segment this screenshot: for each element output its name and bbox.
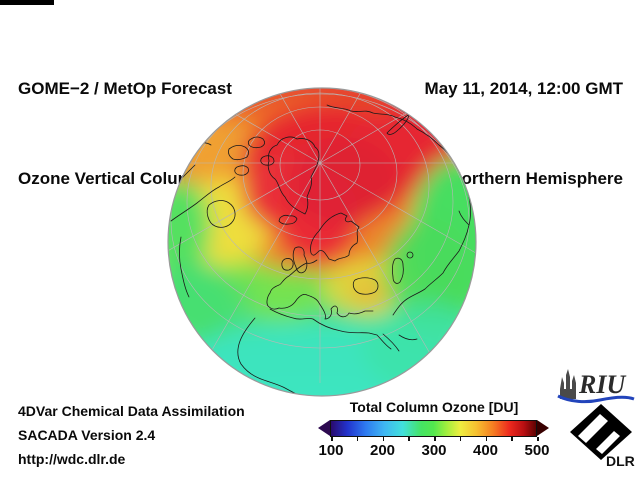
coast-aral xyxy=(406,251,414,259)
riu-logo-svg: RIU xyxy=(557,369,635,404)
header-right: May 11, 2014, 12:00 GMT Northern Hemisph… xyxy=(425,14,623,224)
datetime-label: May 11, 2014, 12:00 GMT xyxy=(424,79,623,98)
coast-novaya-zemlya xyxy=(386,114,409,135)
dlr-emblem-icon xyxy=(570,404,632,460)
colorbar-tick xyxy=(356,437,359,441)
colorbar-label-500: 500 xyxy=(524,442,550,459)
coast-scandinavia xyxy=(310,212,360,262)
top-left-black-mark xyxy=(0,0,54,5)
colorbar-gradient-bar xyxy=(318,420,550,441)
coast-iceland xyxy=(278,214,298,225)
colorbar-label-100: 100 xyxy=(318,442,344,459)
coast-uk xyxy=(292,246,308,274)
coast-africa-north xyxy=(269,308,392,350)
coast-arctic-island-3 xyxy=(260,155,275,166)
product-title-line1: GOME−2 / MetOp Forecast xyxy=(18,79,232,98)
colorbar-tick xyxy=(537,437,539,441)
coast-ireland xyxy=(281,258,294,271)
url-label: http://wdc.dlr.de xyxy=(18,451,126,467)
colorbar-tick xyxy=(511,437,513,441)
colorbar-right-arrow-icon xyxy=(537,420,549,436)
colorbar-left-arrow-icon xyxy=(318,420,330,436)
footer-credits: 4DVar Chemical Data Assimilation SACADA … xyxy=(18,399,245,471)
dlr-logo: DLR xyxy=(566,402,638,474)
colorbar-tick xyxy=(408,437,410,441)
colorbar-label-400: 400 xyxy=(472,442,499,459)
coast-siberia xyxy=(326,104,458,168)
coast-arctic-island-4 xyxy=(234,165,249,176)
assimilation-label: 4DVar Chemical Data Assimilation xyxy=(18,403,245,419)
colorbar-tick xyxy=(331,437,333,441)
colorbar-gradient xyxy=(330,420,537,437)
ozone-globe-map xyxy=(167,87,477,397)
region-label: Northern Hemisphere xyxy=(449,169,623,188)
colorbar-tick xyxy=(485,437,487,441)
dlr-logo-text: DLR xyxy=(606,453,635,469)
coast-canada-mainland xyxy=(170,176,236,222)
colorbar-label-200: 200 xyxy=(369,442,396,459)
coast-caspian xyxy=(392,257,404,284)
graticule xyxy=(168,88,476,383)
riu-logo: RIU xyxy=(556,369,638,404)
riu-logo-text: RIU xyxy=(578,370,626,399)
coast-greenland xyxy=(267,136,320,215)
colorbar: Total Column Ozone [DU] 100 200 300 400 … xyxy=(318,399,550,462)
globe-svg xyxy=(167,87,477,397)
riu-wave-icon xyxy=(557,394,635,404)
coast-africa-atlantic xyxy=(237,317,304,396)
colorbar-tick xyxy=(434,437,436,441)
version-label: SACADA Version 2.4 xyxy=(18,427,156,443)
dlr-logo-svg: DLR xyxy=(570,404,635,469)
coast-namerica-west xyxy=(179,236,190,298)
coast-europe xyxy=(266,259,374,320)
globe-rim xyxy=(167,87,477,397)
colorbar-title: Total Column Ozone [DU] xyxy=(349,399,519,415)
coast-arctic-island-2 xyxy=(247,136,265,149)
coast-black-sea xyxy=(352,277,379,295)
coast-hudson-bay xyxy=(206,200,236,228)
colorbar-label-300: 300 xyxy=(421,442,447,459)
colorbar-tick xyxy=(382,437,384,441)
coast-red-sea xyxy=(382,333,418,352)
colorbar-labels: 100 200 300 400 500 xyxy=(318,442,550,462)
colorbar-tick xyxy=(459,437,462,441)
cathedral-icon xyxy=(560,369,576,399)
coast-arctic-island-1 xyxy=(228,145,249,161)
